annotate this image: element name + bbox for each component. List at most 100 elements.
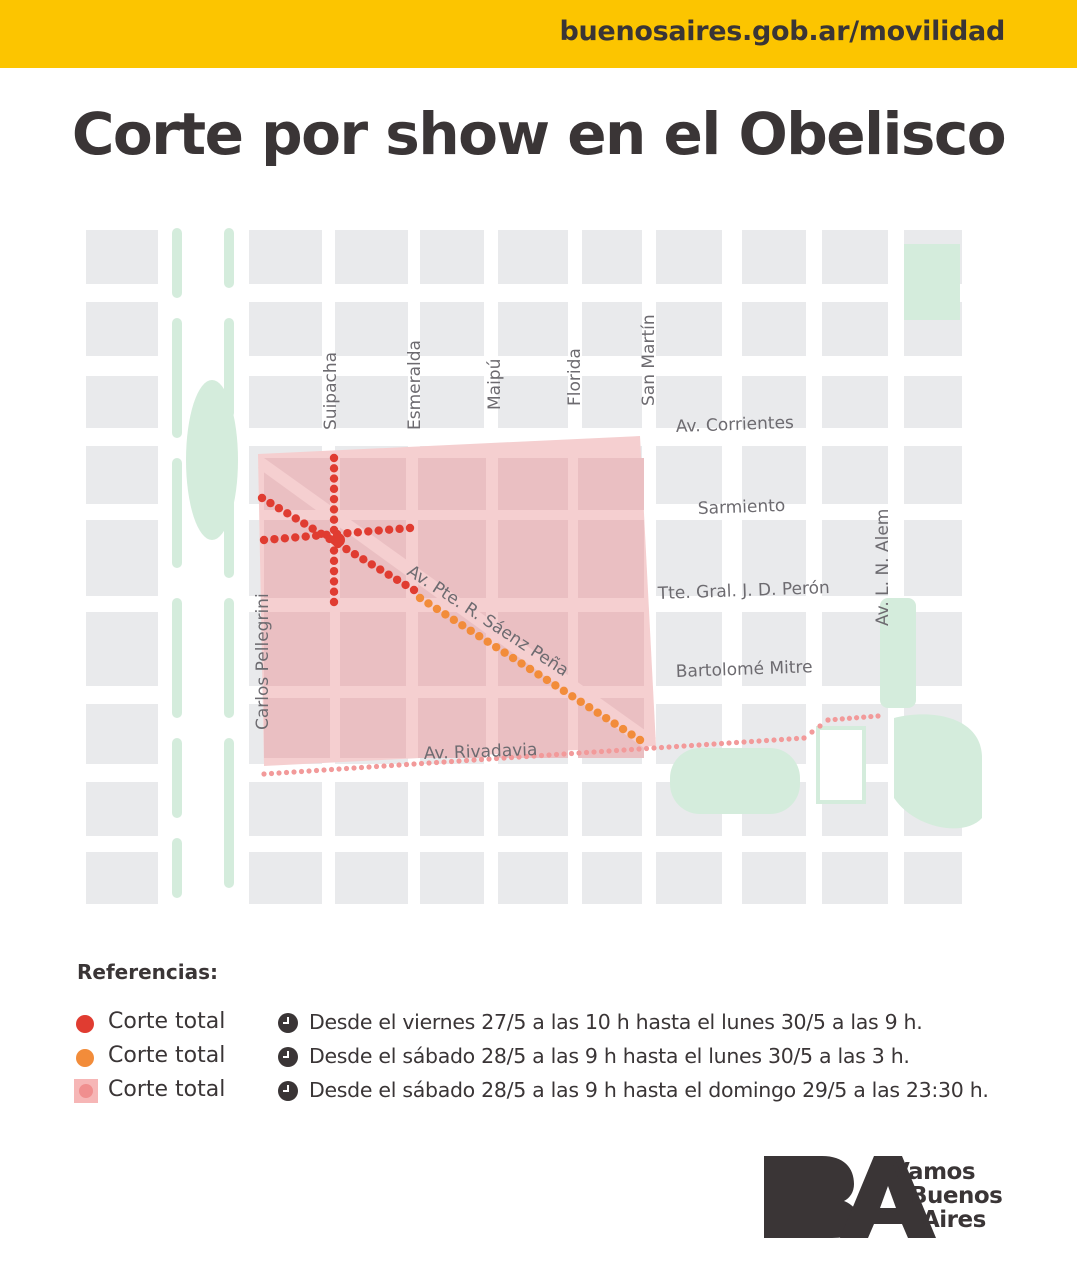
closure-dot-pink: [786, 736, 792, 742]
closure-dot-pink: [576, 750, 582, 756]
closure-dot-pink: [778, 736, 785, 743]
closure-dot-orange: [635, 735, 645, 745]
closure-dot-pink: [681, 743, 687, 749]
pink-area-icon: [74, 1079, 98, 1103]
ba-logo: Vamos Buenos Aires: [764, 1156, 1003, 1238]
closure-dot-pink: [741, 739, 747, 745]
legend-description: Desde el sábado 28/5 a las 9 h hasta el …: [309, 1044, 910, 1068]
street-label-mitre: Bartolomé Mitre: [675, 657, 812, 682]
closure-dot-pink: [261, 771, 267, 777]
closure-dot-orange: [415, 593, 425, 603]
closure-dot-pink: [756, 738, 762, 744]
city-block: [249, 782, 322, 836]
park: [224, 228, 234, 288]
city-block: [656, 376, 722, 428]
closure-dot-red: [367, 560, 376, 569]
closure-dot-red: [291, 533, 300, 542]
closure-dot-red: [384, 570, 393, 579]
closure-dot-pink: [366, 764, 372, 770]
city-block: [822, 852, 888, 904]
closure-dot-red: [405, 523, 415, 533]
street-label-alem: Av. L. N. Alem: [873, 509, 893, 626]
closure-dot-pink: [711, 741, 717, 747]
street-label-sarmiento: Sarmiento: [697, 496, 785, 519]
city-block: [498, 230, 568, 284]
street-label-maipu: Maipú: [485, 359, 505, 410]
legend-description: Desde el sábado 28/5 a las 9 h hasta el …: [309, 1078, 989, 1102]
city-block: [420, 852, 484, 904]
street-label-san-martin: San Martín: [639, 314, 659, 406]
city-block: [582, 230, 642, 284]
park-plaza: [186, 380, 238, 540]
city-block: [656, 302, 722, 356]
closure-dot-orange: [517, 659, 526, 668]
closure-dot-pink: [373, 763, 380, 770]
closure-dot-pink: [351, 765, 357, 771]
legend-description: Desde el viernes 27/5 a las 10 h hasta e…: [309, 1010, 923, 1034]
closure-dot-pink: [817, 723, 823, 729]
parks: [172, 228, 982, 898]
closure-dot-red: [308, 524, 317, 533]
closure-dot-red: [257, 493, 267, 503]
closure-dot-red: [374, 526, 383, 535]
closure-dot-pink: [809, 729, 815, 735]
closure-dot-pink: [553, 751, 560, 758]
header-url[interactable]: buenosaires.gob.ar/movilidad: [559, 16, 1005, 47]
closure-dot-pink: [418, 760, 425, 767]
park: [880, 598, 916, 708]
closure-dot-red: [395, 524, 404, 534]
closure-dot-red: [359, 555, 368, 564]
closure-dot-red: [316, 529, 326, 538]
city-block: [420, 782, 484, 836]
affected-block: [340, 698, 406, 758]
closure-dot-pink: [358, 764, 365, 771]
city-block: [498, 302, 568, 356]
closure-dot-pink: [276, 770, 282, 776]
closure-dot-pink: [606, 748, 612, 754]
closure-dot-pink: [658, 744, 665, 751]
city-block: [822, 446, 888, 504]
legend-item-red: Corte total Desde el viernes 27/5 a las …: [76, 1009, 1036, 1039]
closure-dot-pink: [583, 749, 590, 756]
closure-dot-pink: [538, 752, 545, 759]
closure-dot-red: [384, 525, 394, 534]
affected-block: [578, 458, 644, 510]
park: [172, 458, 182, 568]
casa-rosada: [816, 726, 866, 804]
city-block: [822, 376, 888, 428]
closure-dot-pink: [726, 740, 732, 746]
closure-dot-red: [409, 585, 419, 595]
city-block: [742, 302, 806, 356]
closure-dot-pink: [441, 759, 447, 765]
page-title: Corte por show en el Obelisco: [71, 100, 1007, 168]
street-label-esmeralda: Esmeralda: [405, 340, 425, 430]
closure-dot-pink: [411, 761, 417, 767]
city-block: [420, 376, 484, 428]
closure-dot-pink: [523, 753, 530, 760]
city-block: [249, 852, 322, 904]
park: [172, 228, 182, 298]
city-block: [656, 230, 722, 284]
city-block: [742, 376, 806, 428]
city-block: [742, 520, 806, 596]
street-label-florida: Florida: [565, 348, 585, 406]
closure-dot-pink: [718, 740, 725, 747]
closure-dot-pink: [666, 744, 672, 750]
closure-dot-pink: [643, 745, 650, 752]
closure-dot-pink: [628, 746, 635, 753]
affected-block: [498, 520, 568, 598]
city-block: [742, 852, 806, 904]
red-dot-icon: [76, 1015, 94, 1033]
closure-dot-orange: [542, 675, 552, 685]
closure-dot-pink: [868, 713, 874, 720]
closure-dot-pink: [426, 760, 432, 766]
closure-dot-pink: [688, 742, 695, 749]
affected-block: [578, 612, 644, 686]
closure-dot-pink: [478, 756, 485, 763]
closure-dot-pink: [801, 735, 807, 741]
logo-text-vamos: Vamos: [892, 1159, 975, 1185]
closure-dot-pink: [613, 747, 620, 754]
legend-item-pink: Corte total Desde el sábado 28/5 a las 9…: [74, 1077, 1036, 1107]
closure-dot-orange: [618, 724, 628, 734]
city-block: [86, 704, 158, 764]
